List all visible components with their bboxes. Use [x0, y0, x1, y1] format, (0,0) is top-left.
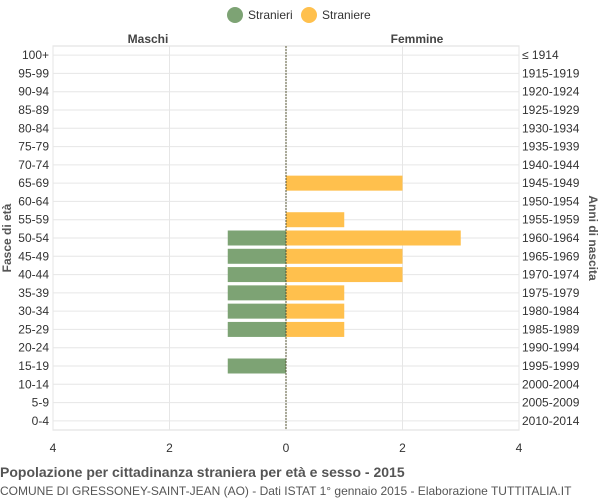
age-group-label: 35-39 [18, 286, 49, 300]
bar-straniere-25-29 [286, 321, 345, 337]
birth-year-label: 2005-2009 [522, 396, 580, 410]
birth-year-label: 1935-1939 [522, 140, 580, 154]
bar-stranieri-40-44 [227, 267, 286, 283]
birth-year-label: 1915-1919 [522, 66, 580, 80]
age-group-label: 95-99 [18, 66, 49, 80]
bar-straniere-40-44 [286, 267, 403, 283]
bar-stranieri-25-29 [227, 321, 286, 337]
bar-straniere-65-69 [286, 175, 403, 191]
age-group-label: 55-59 [18, 213, 49, 227]
legend-label-stranieri: Stranieri [248, 8, 293, 22]
bar-stranieri-35-39 [227, 285, 286, 301]
age-group-label: 25-29 [18, 322, 49, 336]
chart-title: Popolazione per cittadinanza straniera p… [0, 464, 405, 480]
birth-year-labels: ≤ 1914 1915-1919 1920-1924 1925-1929 1930-19… [522, 48, 580, 428]
birth-year-label: 1985-1989 [522, 322, 580, 336]
left-side-title: Maschi [128, 32, 169, 46]
y-axis-title-right: Anni di nascita [586, 195, 600, 281]
birth-year-label: 2010-2014 [522, 414, 580, 428]
population-pyramid-chart: Stranieri Straniere Maschi Femmine Fasce… [0, 7, 600, 455]
bar-straniere-50-54 [286, 230, 461, 246]
x-tick-label: 0 [283, 441, 290, 455]
birth-year-label: 1950-1954 [522, 194, 580, 208]
birth-year-label: 1960-1964 [522, 231, 580, 245]
age-group-labels: 100+ 95-99 90-94 85-89 80-84 75-79 70-74 65-69 6… [18, 48, 49, 428]
bar-straniere-35-39 [286, 285, 345, 301]
birth-year-label: 1920-1924 [522, 85, 580, 99]
birth-year-label: 1930-1934 [522, 121, 580, 135]
age-group-label: 80-84 [18, 121, 49, 135]
legend-label-straniere: Straniere [322, 8, 371, 22]
birth-year-label: 1955-1959 [522, 213, 580, 227]
age-group-label: 0-4 [32, 414, 50, 428]
x-tick-label: 2 [166, 441, 173, 455]
age-group-label: 30-34 [18, 304, 49, 318]
birth-year-label: 2000-2004 [522, 377, 580, 391]
age-group-label: 100+ [22, 48, 49, 62]
bar-stranieri-50-54 [227, 230, 286, 246]
age-group-label: 90-94 [18, 85, 49, 99]
age-group-label: 15-19 [18, 359, 49, 373]
birth-year-label: ≤ 1914 [522, 48, 559, 62]
birth-year-label: 1975-1979 [522, 286, 580, 300]
age-group-label: 45-49 [18, 249, 49, 263]
x-tick-label: 2 [399, 441, 406, 455]
bar-straniere-55-59 [286, 212, 345, 228]
chart-subtitle: COMUNE DI GRESSONEY-SAINT-JEAN (AO) - Da… [0, 484, 572, 498]
birth-year-label: 1990-1994 [522, 341, 580, 355]
age-group-label: 50-54 [18, 231, 49, 245]
birth-year-label: 1945-1949 [522, 176, 580, 190]
birth-year-label: 1980-1984 [522, 304, 580, 318]
legend-swatch-stranieri [227, 7, 243, 23]
bar-stranieri-30-34 [227, 303, 286, 319]
age-group-label: 70-74 [18, 158, 49, 172]
birth-year-label: 1965-1969 [522, 249, 580, 263]
birth-year-label: 1970-1974 [522, 268, 580, 282]
age-group-label: 65-69 [18, 176, 49, 190]
bars [227, 175, 461, 374]
bar-stranieri-15-19 [227, 358, 286, 374]
age-group-label: 60-64 [18, 194, 49, 208]
birth-year-label: 1925-1929 [522, 103, 580, 117]
birth-year-label: 1995-1999 [522, 359, 580, 373]
age-group-label: 40-44 [18, 268, 49, 282]
age-group-label: 85-89 [18, 103, 49, 117]
age-group-label: 10-14 [18, 377, 49, 391]
right-side-title: Femmine [391, 32, 444, 46]
legend: Stranieri Straniere [227, 7, 371, 23]
x-tick-label: 4 [516, 441, 523, 455]
bar-straniere-30-34 [286, 303, 345, 319]
birth-year-label: 1940-1944 [522, 158, 580, 172]
legend-swatch-straniere [301, 7, 317, 23]
age-group-label: 20-24 [18, 341, 49, 355]
bar-stranieri-45-49 [227, 248, 286, 264]
x-tick-label: 4 [50, 441, 57, 455]
x-tick-labels: 4 2 0 2 4 [50, 441, 523, 455]
y-axis-title-left: Fasce di età [0, 203, 14, 272]
age-group-label: 5-9 [32, 396, 50, 410]
bar-straniere-45-49 [286, 248, 403, 264]
age-group-label: 75-79 [18, 140, 49, 154]
